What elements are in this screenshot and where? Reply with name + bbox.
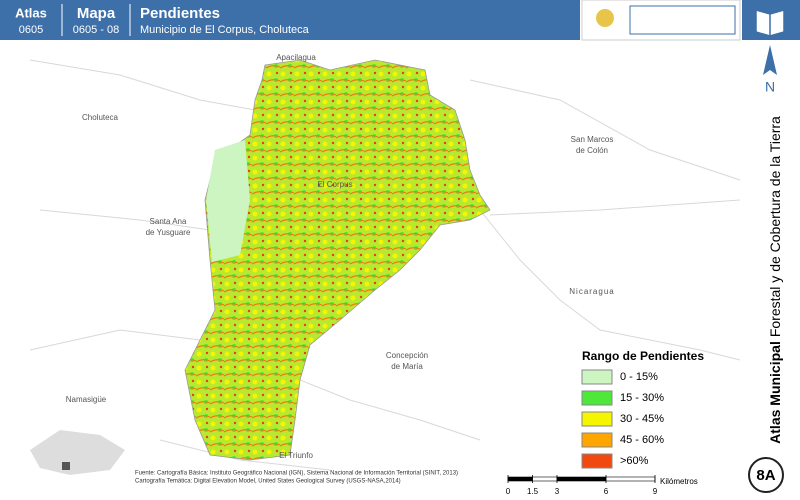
scale-bar: Kilómetros 0 1.5 3 6 9: [506, 475, 698, 496]
legend-label: 30 - 45%: [620, 413, 664, 425]
north-arrow: [763, 45, 777, 75]
scale-tick-label: 3: [555, 487, 560, 496]
legend-swatch: [581, 390, 613, 406]
legend-swatch: [581, 369, 613, 385]
scale-segment: [532, 476, 558, 482]
legend-label: 45 - 60%: [620, 434, 664, 446]
legend-label: 0 - 15%: [620, 371, 658, 383]
legend-swatch: [581, 411, 613, 427]
north-label: N: [765, 79, 775, 95]
place-label: Namasigüe: [66, 395, 107, 404]
logo: [596, 9, 614, 27]
scale-tick-label: 9: [653, 487, 658, 496]
legend-label: 15 - 30%: [620, 392, 664, 404]
legend-title: Rango de Pendientes: [582, 349, 704, 363]
low-slope-area: [206, 140, 250, 262]
place-label: El Corpus: [317, 180, 352, 189]
page-badge: [748, 457, 784, 493]
logo: [629, 5, 736, 35]
page-number: 8A: [756, 467, 775, 484]
source-line: Fuente: Cartografía Básica: Instituto Ge…: [135, 471, 458, 477]
source-line: Cartografía Temática: Digital Elevation …: [135, 479, 401, 485]
legend-swatch: [581, 453, 613, 469]
place-label: Concepción: [386, 351, 428, 360]
inset-highlight: [62, 462, 70, 470]
municipality: [184, 59, 491, 461]
place-label: Santa Ana: [150, 217, 187, 226]
place-label: de María: [391, 362, 423, 371]
scale-unit: Kilómetros: [660, 477, 698, 486]
atlas-code: 0605: [19, 24, 43, 36]
boundaries: [29, 59, 741, 471]
place-label: Choluteca: [82, 113, 119, 122]
scale-segment: [605, 476, 656, 482]
map-subtitle: Municipio de El Corpus, Choluteca: [140, 24, 310, 36]
map-code: 0605 - 08: [73, 24, 119, 36]
map-label: Mapa: [77, 5, 116, 22]
scale-tick-label: 6: [604, 487, 609, 496]
map-title: Pendientes: [140, 5, 220, 22]
place-label: El Triunfo: [279, 451, 313, 460]
scale-tick-label: 1.5: [527, 487, 539, 496]
legend-swatch: [581, 432, 613, 448]
legend: Rango de Pendientes 0 - 15% 15 - 30% 30 - …: [581, 349, 704, 469]
inset-map: [30, 430, 125, 475]
scale-segment: [556, 476, 607, 482]
place-label: de Yusguare: [146, 228, 191, 237]
legend-label: >60%: [620, 455, 649, 467]
scale-tick-label: 0: [506, 487, 511, 496]
place-label: de Colón: [576, 146, 608, 155]
book-icon: [755, 9, 785, 37]
place-label: San Marcos: [571, 135, 614, 144]
header-bar: [0, 0, 580, 40]
sidebar-title-bold: Atlas Municipal: [767, 341, 783, 444]
atlas-label: Atlas: [15, 5, 47, 20]
sidebar-title: Atlas Municipal Forestal y de Cobertura d…: [767, 116, 783, 444]
scale-segment: [507, 476, 533, 482]
place-label: Nicaragua: [569, 287, 614, 296]
place-label: Apacilagua: [276, 53, 316, 62]
sidebar-title-rest: Forestal y de Cobertura de la Tierra: [767, 116, 783, 337]
